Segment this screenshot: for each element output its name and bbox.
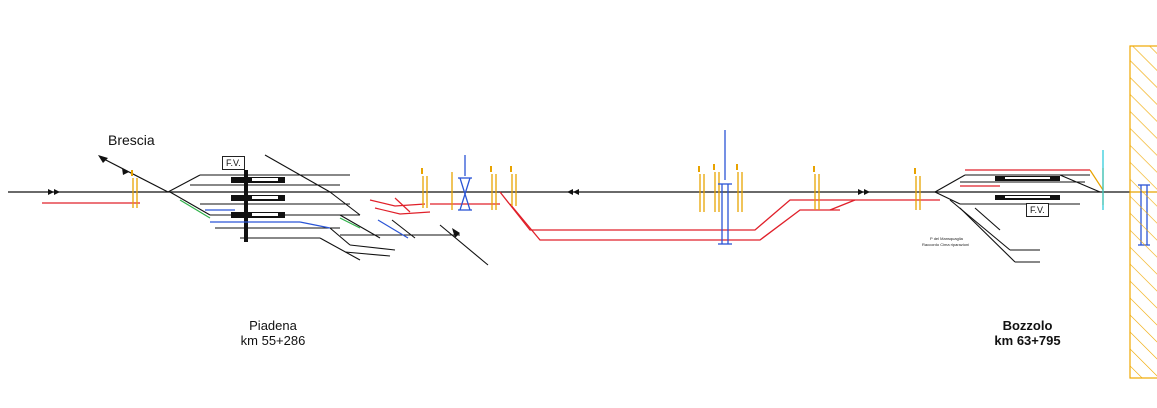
bozzolo-siding-label: Raccordo Cima riparazioni [922, 242, 970, 247]
signals [132, 168, 1104, 212]
bozzolo-station-tracks [934, 174, 1101, 263]
boundary-hatched-area [1129, 45, 1157, 379]
bozzolo-platforms [995, 176, 1060, 200]
piadena-branch-arrow [452, 228, 460, 238]
signal-heads [131, 164, 916, 176]
brescia-direction-label: Brescia [108, 132, 155, 148]
station-km: km 63+795 [994, 333, 1061, 348]
piadena-platforms [231, 170, 285, 242]
bozzolo-siding-label: P del Mansquaglia [930, 236, 963, 241]
piadena-colored-tracks [42, 197, 500, 239]
bozzolo-building-box: F.V. [1026, 203, 1049, 217]
blue-crossings [458, 130, 1150, 246]
bozzolo-colored-tracks [960, 150, 1104, 210]
station-name: Piadena [249, 318, 297, 333]
bozzolo-station-label: Bozzolo km 63+795 [980, 318, 1075, 348]
direction-arrows [48, 189, 870, 195]
piadena-station-tracks [167, 154, 489, 266]
red-double-track [499, 191, 940, 241]
station-km: km 55+286 [240, 333, 306, 348]
brescia-branch [98, 155, 169, 193]
station-name: Bozzolo [1002, 318, 1053, 333]
piadena-station-label: Piadena km 55+286 [228, 318, 318, 348]
piadena-building-box: F.V. [222, 156, 245, 170]
